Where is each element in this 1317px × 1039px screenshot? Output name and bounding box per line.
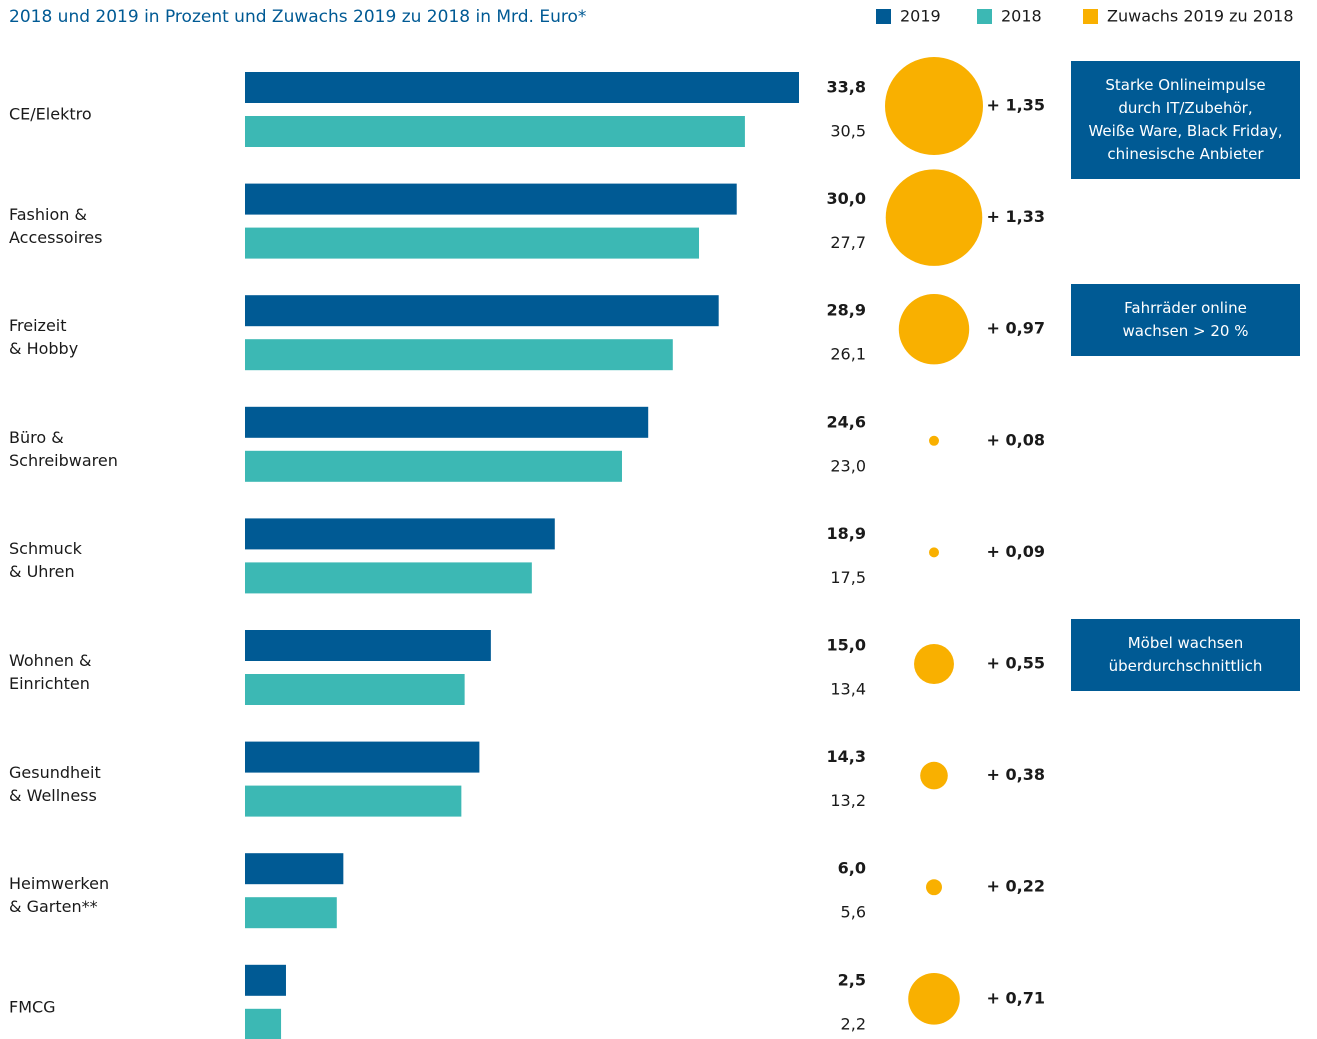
value-label: 5,6 bbox=[841, 903, 866, 922]
bar bbox=[245, 853, 344, 885]
bar bbox=[245, 741, 480, 773]
growth-bubble bbox=[929, 435, 939, 446]
value-label: 17,5 bbox=[830, 568, 866, 587]
growth-bubble bbox=[885, 57, 983, 155]
growth-label: + 0,22 bbox=[987, 877, 1045, 896]
category-label: Wohnen & Einrichten bbox=[9, 651, 92, 693]
category-label: Büro & Schreibwaren bbox=[9, 427, 118, 470]
value-label: 13,2 bbox=[830, 791, 866, 810]
value-label: 2,5 bbox=[838, 970, 866, 989]
value-label: 23,0 bbox=[830, 456, 866, 475]
value-label: 15,0 bbox=[827, 636, 866, 655]
growth-bubble bbox=[914, 644, 954, 684]
bar bbox=[245, 406, 649, 438]
subtitle: 2018 und 2019 in Prozent und Zuwachs 201… bbox=[9, 7, 587, 27]
growth-label: + 1,33 bbox=[987, 207, 1045, 226]
bar bbox=[245, 964, 286, 996]
value-label: 26,1 bbox=[830, 345, 866, 364]
value-label: 30,5 bbox=[830, 122, 866, 141]
legend-swatch bbox=[1083, 9, 1098, 24]
growth-label: + 0,09 bbox=[987, 542, 1045, 561]
value-label: 2,2 bbox=[841, 1014, 866, 1033]
bar bbox=[245, 897, 337, 929]
category-label: Freizeit & Hobby bbox=[9, 316, 79, 359]
growth-label: + 1,35 bbox=[987, 96, 1045, 115]
value-label: 13,4 bbox=[830, 680, 866, 699]
growth-label: + 0,55 bbox=[987, 654, 1045, 673]
growth-bubble bbox=[898, 293, 970, 365]
category-label: Heimwerken & Garten** bbox=[9, 874, 110, 917]
value-label: 28,9 bbox=[827, 301, 866, 320]
growth-bubble bbox=[926, 879, 942, 896]
value-label: 6,0 bbox=[838, 859, 866, 878]
category-label: FMCG bbox=[9, 997, 56, 1017]
bar bbox=[245, 183, 737, 215]
bar bbox=[245, 785, 462, 817]
growth-bubble bbox=[920, 761, 948, 790]
annotation: Starke Onlineimpulse durch IT/Zubehör, W… bbox=[1071, 61, 1300, 179]
bar bbox=[245, 450, 622, 482]
annotation: Fahrräder online wachsen > 20 % bbox=[1071, 284, 1300, 357]
value-label: 33,8 bbox=[827, 78, 866, 97]
growth-label: + 0,08 bbox=[987, 430, 1045, 449]
legend-swatch bbox=[876, 9, 891, 24]
value-label: 27,7 bbox=[830, 233, 866, 252]
bar bbox=[245, 295, 719, 327]
bar bbox=[245, 116, 745, 147]
growth-bubble bbox=[885, 169, 983, 266]
bar bbox=[245, 1008, 282, 1039]
bar bbox=[245, 518, 555, 550]
annotation: Möbel wachsen überdurchschnittlich bbox=[1071, 619, 1300, 691]
bar bbox=[245, 339, 673, 371]
bar bbox=[245, 72, 799, 103]
legend-label: Zuwachs 2019 zu 2018 bbox=[1107, 7, 1294, 26]
bar bbox=[245, 227, 700, 259]
bar bbox=[245, 562, 532, 594]
value-label: 14,3 bbox=[827, 747, 866, 766]
legend-label: 2018 bbox=[1001, 7, 1042, 26]
legend-label: 2019 bbox=[900, 7, 941, 26]
growth-bubble bbox=[908, 973, 960, 1025]
bar bbox=[245, 674, 465, 705]
bar bbox=[245, 630, 491, 661]
growth-label: + 0,97 bbox=[987, 319, 1045, 338]
growth-label: + 0,71 bbox=[987, 988, 1045, 1007]
value-label: 30,0 bbox=[827, 189, 866, 208]
growth-label: + 0,38 bbox=[987, 765, 1045, 784]
value-label: 18,9 bbox=[827, 524, 866, 543]
category-label: Schmuck & Uhren bbox=[9, 539, 82, 582]
category-label: CE/Elektro bbox=[9, 104, 92, 124]
category-label: Gesundheit & Wellness bbox=[9, 762, 101, 805]
value-label: 24,6 bbox=[827, 412, 866, 431]
legend-swatch bbox=[977, 9, 992, 24]
category-label: Fashion & Accessoires bbox=[9, 204, 103, 247]
growth-bubble bbox=[929, 547, 939, 558]
